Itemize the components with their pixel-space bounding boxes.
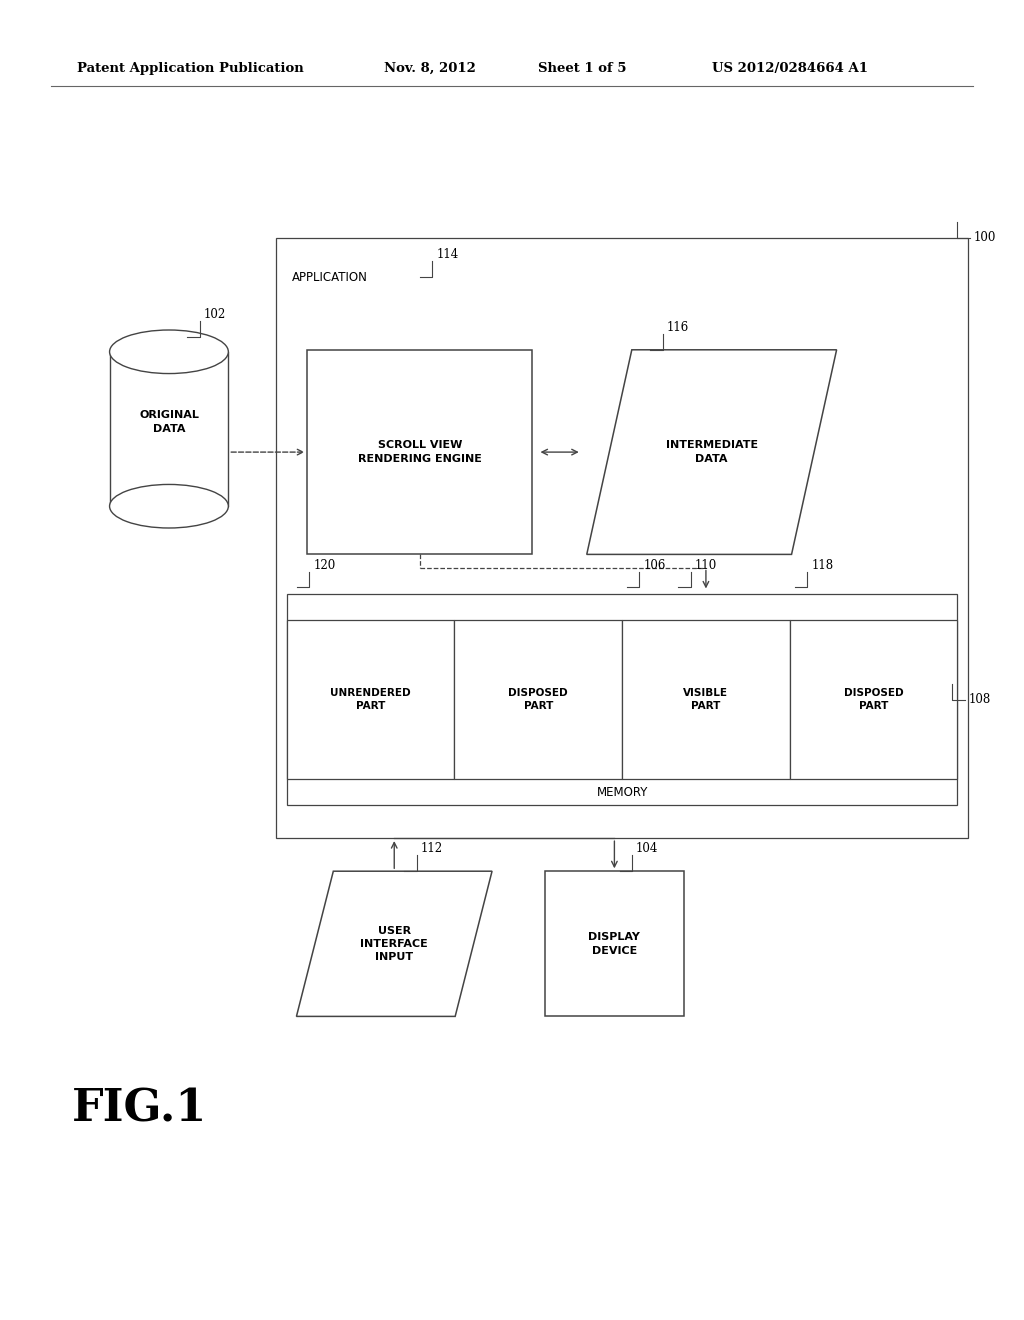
Bar (287, 271, 957, 594)
Text: DISPOSED
PART: DISPOSED PART (844, 688, 903, 711)
Text: 110: 110 (695, 558, 717, 572)
Text: ORIGINAL
DATA: ORIGINAL DATA (139, 411, 199, 434)
Text: UNRENDERED
PART: UNRENDERED PART (331, 688, 411, 711)
Text: 106: 106 (644, 558, 666, 572)
Bar (455, 620, 623, 779)
Text: Nov. 8, 2012: Nov. 8, 2012 (384, 62, 476, 75)
Text: USER
INTERFACE
INPUT: USER INTERFACE INPUT (360, 925, 428, 962)
Text: 108: 108 (969, 693, 991, 706)
Text: 116: 116 (667, 321, 689, 334)
Text: FIG.1: FIG.1 (72, 1088, 207, 1130)
Ellipse shape (110, 484, 228, 528)
Text: 112: 112 (421, 842, 443, 855)
Text: VISIBLE
PART: VISIBLE PART (683, 688, 728, 711)
Text: 104: 104 (636, 842, 658, 855)
Text: DISPLAY
DEVICE: DISPLAY DEVICE (589, 932, 640, 956)
Bar (110, 351, 228, 506)
Bar (790, 620, 957, 779)
Polygon shape (587, 350, 837, 554)
Text: 120: 120 (313, 558, 336, 572)
Bar (287, 620, 455, 779)
Ellipse shape (110, 330, 228, 374)
Polygon shape (297, 871, 493, 1016)
Text: 102: 102 (204, 308, 226, 321)
Bar (287, 594, 957, 805)
Text: MEMORY: MEMORY (596, 785, 648, 799)
Text: Sheet 1 of 5: Sheet 1 of 5 (538, 62, 626, 75)
Bar (623, 620, 790, 779)
Text: DISPOSED
PART: DISPOSED PART (509, 688, 568, 711)
Text: Patent Application Publication: Patent Application Publication (77, 62, 303, 75)
Bar (307, 350, 532, 554)
Text: APPLICATION: APPLICATION (292, 271, 368, 284)
Text: US 2012/0284664 A1: US 2012/0284664 A1 (712, 62, 867, 75)
Text: 114: 114 (436, 248, 459, 261)
Text: INTERMEDIATE
DATA: INTERMEDIATE DATA (666, 440, 758, 465)
Bar (276, 238, 968, 838)
Text: SCROLL VIEW
RENDERING ENGINE: SCROLL VIEW RENDERING ENGINE (358, 440, 481, 465)
Text: 118: 118 (811, 558, 834, 572)
Bar (545, 871, 684, 1016)
Text: 100: 100 (974, 231, 996, 244)
